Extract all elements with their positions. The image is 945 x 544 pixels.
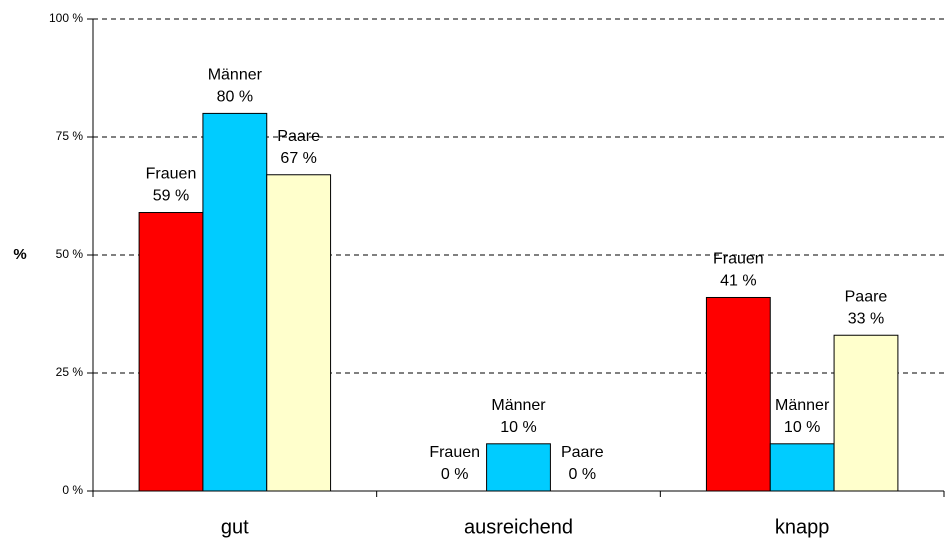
y-tick-label: 25 % xyxy=(56,365,84,379)
data-label-name: Frauen xyxy=(146,166,197,183)
data-label-name: Paare xyxy=(561,444,604,461)
x-tick-label: knapp xyxy=(775,516,830,538)
data-label: 80 % xyxy=(217,89,253,106)
y-tick-label: 100 % xyxy=(49,11,83,25)
bar xyxy=(833,334,899,492)
data-label: 59 % xyxy=(153,188,189,205)
y-tick-label: 0 % xyxy=(62,483,83,497)
y-axis-label: % xyxy=(13,246,26,263)
x-tick-label: ausreichend xyxy=(464,516,573,538)
bar xyxy=(769,443,835,492)
bar xyxy=(705,296,771,492)
data-label-name: Paare xyxy=(845,288,888,305)
data-label: 0 % xyxy=(569,466,597,483)
data-label-name: Männer xyxy=(208,67,263,84)
bar xyxy=(138,212,204,492)
y-tick-label: 50 % xyxy=(56,247,84,261)
bar xyxy=(266,174,332,492)
data-label-name: Frauen xyxy=(713,251,764,268)
data-label: 41 % xyxy=(720,273,756,290)
bar xyxy=(486,443,551,492)
data-label-name: Männer xyxy=(491,397,546,414)
data-label: 33 % xyxy=(848,310,884,327)
data-label: 67 % xyxy=(280,150,316,167)
bar xyxy=(202,112,268,492)
data-label-name: Frauen xyxy=(429,444,480,461)
data-label-name: Männer xyxy=(775,397,830,414)
data-label: 0 % xyxy=(441,466,469,483)
x-tick-label: gut xyxy=(221,516,249,538)
y-tick-label: 75 % xyxy=(56,129,84,143)
data-label: 10 % xyxy=(500,419,536,436)
data-label-name: Paare xyxy=(277,128,320,145)
data-label: 10 % xyxy=(784,419,820,436)
